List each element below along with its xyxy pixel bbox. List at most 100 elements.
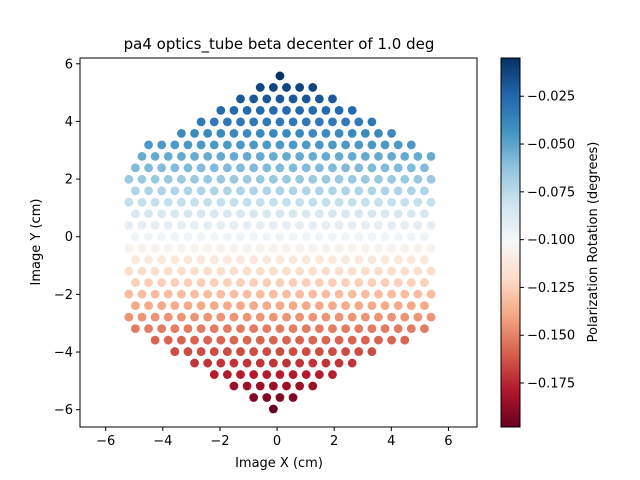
- data-point: [406, 209, 416, 219]
- data-point: [249, 209, 259, 219]
- data-point: [341, 209, 351, 219]
- data-point: [314, 324, 324, 334]
- data-point: [393, 163, 403, 173]
- data-point: [387, 335, 396, 345]
- data-point: [255, 289, 265, 299]
- colorbar-ticks: −0.175 −0.150 −0.125 −0.100 −0.075 −0.050 −0.0…: [520, 90, 575, 392]
- data-point: [242, 106, 252, 115]
- data-point: [170, 209, 180, 219]
- data-point: [150, 174, 160, 184]
- data-point: [170, 140, 180, 150]
- data-point: [137, 312, 147, 322]
- data-point: [406, 278, 416, 288]
- y-tick-label: −4: [54, 346, 73, 361]
- data-point: [347, 358, 357, 368]
- data-point: [170, 163, 180, 173]
- data-point: [249, 393, 259, 402]
- data-point: [360, 335, 370, 345]
- data-point: [387, 174, 396, 184]
- data-point: [347, 312, 357, 322]
- data-point: [406, 324, 416, 334]
- data-point: [242, 266, 252, 276]
- data-point: [196, 255, 206, 265]
- data-point: [242, 243, 252, 253]
- data-point: [249, 140, 259, 150]
- colorbar-tick-label: −0.075: [527, 185, 575, 200]
- data-point: [354, 232, 364, 242]
- data-point: [374, 289, 383, 299]
- data-point: [328, 186, 337, 196]
- data-point: [374, 128, 383, 138]
- data-point: [242, 312, 252, 322]
- data-point: [347, 151, 357, 161]
- data-point: [301, 255, 311, 265]
- data-point: [321, 220, 331, 230]
- data-point: [229, 335, 239, 345]
- data-point: [196, 163, 206, 173]
- data-point: [144, 278, 153, 288]
- data-point: [288, 393, 298, 402]
- data-point: [282, 174, 291, 184]
- data-point: [334, 312, 344, 322]
- data-point: [321, 174, 331, 184]
- data-point: [282, 266, 291, 276]
- data-point: [334, 220, 344, 230]
- data-point: [209, 186, 219, 196]
- data-point: [328, 117, 337, 127]
- data-point: [321, 312, 331, 322]
- data-point: [183, 186, 193, 196]
- data-point: [170, 324, 180, 334]
- data-point: [393, 140, 403, 150]
- data-point: [163, 289, 173, 299]
- data-point: [176, 243, 186, 253]
- data-point: [413, 197, 423, 207]
- data-point: [183, 232, 193, 242]
- data-point: [236, 255, 245, 265]
- data-point: [176, 197, 186, 207]
- data-point: [236, 278, 245, 288]
- data-point: [426, 289, 436, 299]
- data-point: [367, 186, 377, 196]
- data-point: [196, 186, 206, 196]
- data-point: [420, 163, 429, 173]
- data-point: [367, 140, 377, 150]
- data-point: [236, 94, 245, 104]
- data-point: [275, 347, 285, 356]
- data-point: [144, 232, 153, 242]
- data-point: [400, 220, 410, 230]
- data-point: [262, 370, 272, 379]
- data-point: [137, 197, 147, 207]
- data-point: [255, 151, 265, 161]
- data-point: [367, 117, 377, 127]
- data-point: [262, 347, 272, 356]
- data-point: [216, 289, 226, 299]
- data-point: [426, 151, 436, 161]
- data-point: [393, 232, 403, 242]
- data-point: [295, 151, 305, 161]
- data-point: [400, 243, 410, 253]
- data-point: [222, 278, 232, 288]
- data-point: [196, 347, 206, 356]
- data-point: [426, 220, 436, 230]
- data-point: [229, 381, 239, 391]
- data-point: [374, 266, 383, 276]
- data-point: [328, 370, 337, 379]
- data-point: [157, 232, 167, 242]
- data-point: [282, 220, 291, 230]
- data-point: [308, 266, 318, 276]
- data-point: [183, 278, 193, 288]
- data-point: [236, 140, 245, 150]
- data-point: [229, 312, 239, 322]
- data-point: [183, 301, 193, 311]
- chart-title: pa4 optics_tube beta decenter of 1.0 deg: [124, 35, 435, 54]
- data-point: [308, 358, 318, 368]
- data-point: [209, 255, 219, 265]
- data-point: [222, 347, 232, 356]
- data-point: [314, 232, 324, 242]
- data-point: [374, 151, 383, 161]
- data-point: [137, 266, 147, 276]
- data-point: [262, 278, 272, 288]
- data-point: [203, 289, 213, 299]
- data-point: [209, 140, 219, 150]
- data-point: [242, 381, 252, 391]
